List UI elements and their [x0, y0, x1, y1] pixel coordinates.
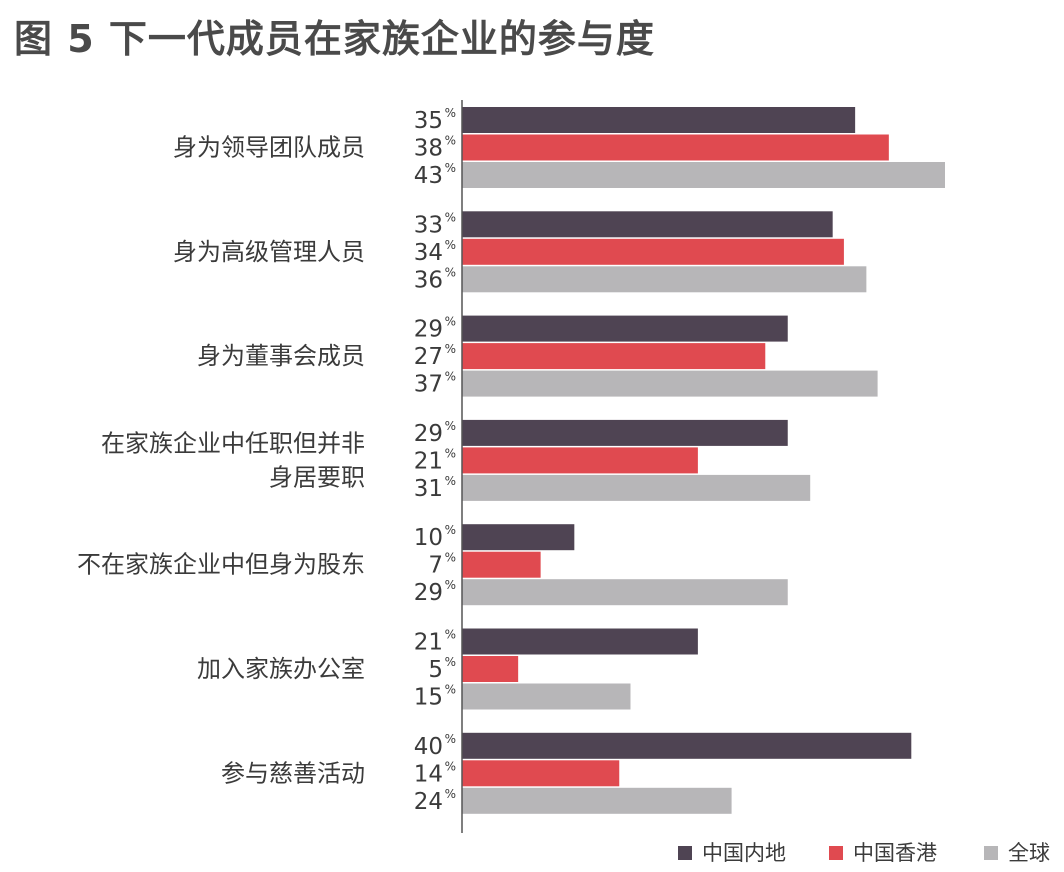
value-label: 10: [414, 525, 443, 551]
category-label: 身为高级管理人员: [173, 238, 365, 266]
bar: [462, 628, 698, 655]
value-unit: %: [445, 732, 456, 746]
value-unit: %: [445, 551, 456, 565]
bar: [462, 107, 856, 133]
value-unit: %: [445, 315, 456, 329]
value-unit: %: [445, 238, 456, 252]
chart-title: 图 5 下一代成员在家族企业的参与度: [14, 17, 655, 61]
value-unit: %: [445, 446, 456, 460]
bar: [462, 787, 732, 814]
value-unit: %: [445, 161, 456, 175]
legend-label: 中国内地: [702, 841, 786, 865]
value-unit: %: [445, 474, 456, 488]
value-label: 24: [414, 789, 443, 815]
value-label: 29: [414, 580, 443, 606]
value-unit: %: [445, 787, 456, 801]
value-unit: %: [445, 265, 456, 279]
value-unit: %: [445, 419, 456, 433]
bar: [462, 683, 631, 710]
category-label: 在家族企业中任职但并非: [101, 429, 365, 457]
bar: [462, 370, 878, 397]
bar: [462, 656, 519, 682]
bar: [462, 238, 844, 265]
bar: [462, 162, 945, 188]
bar: [462, 134, 889, 161]
bar: [462, 579, 788, 606]
bar: [462, 419, 788, 446]
value-label: 43: [414, 163, 443, 189]
value-unit: %: [445, 655, 456, 669]
value-label: 38: [414, 136, 443, 162]
value-unit: %: [445, 759, 456, 773]
legend-swatch: [829, 846, 843, 860]
bar: [462, 343, 766, 370]
bar: [462, 315, 788, 342]
legend-label: 全球: [1008, 841, 1050, 865]
value-label: 34: [414, 240, 443, 266]
bar: [462, 760, 620, 787]
value-unit: %: [445, 106, 456, 120]
value-label: 27: [414, 344, 443, 370]
bar: [462, 266, 867, 293]
bar: [462, 551, 541, 578]
value-label: 29: [414, 421, 443, 447]
value-label: 15: [414, 685, 443, 711]
bar: [462, 447, 698, 474]
value-label: 36: [414, 267, 443, 293]
value-label: 29: [414, 317, 443, 343]
value-label: 33: [414, 212, 443, 238]
value-unit: %: [445, 523, 456, 537]
value-label: 14: [414, 761, 443, 787]
value-label: 21: [414, 448, 443, 474]
category-label: 身居要职: [269, 463, 365, 491]
value-unit: %: [445, 578, 456, 592]
bar: [462, 732, 912, 759]
value-label: 21: [414, 630, 443, 656]
value-label: 31: [414, 476, 443, 502]
category-label: 不在家族企业中但身为股东: [77, 551, 365, 579]
value-label: 7: [428, 553, 443, 579]
value-unit: %: [445, 342, 456, 356]
value-unit: %: [445, 370, 456, 384]
legend-label: 中国香港: [853, 841, 937, 865]
category-label: 身为领导团队成员: [173, 134, 365, 162]
value-label: 5: [428, 657, 443, 683]
value-unit: %: [445, 210, 456, 224]
category-label: 加入家族办公室: [197, 655, 365, 683]
value-label: 37: [414, 372, 443, 398]
bar: [462, 524, 575, 551]
legend-swatch: [678, 846, 692, 860]
value-unit: %: [445, 683, 456, 697]
value-label: 35: [414, 108, 443, 134]
value-label: 40: [414, 734, 443, 760]
value-unit: %: [445, 628, 456, 642]
bar: [462, 474, 811, 501]
category-label: 身为董事会成员: [197, 342, 365, 370]
category-label: 参与慈善活动: [221, 759, 365, 787]
value-unit: %: [445, 134, 456, 148]
legend-swatch: [984, 846, 998, 860]
bar: [462, 211, 833, 238]
